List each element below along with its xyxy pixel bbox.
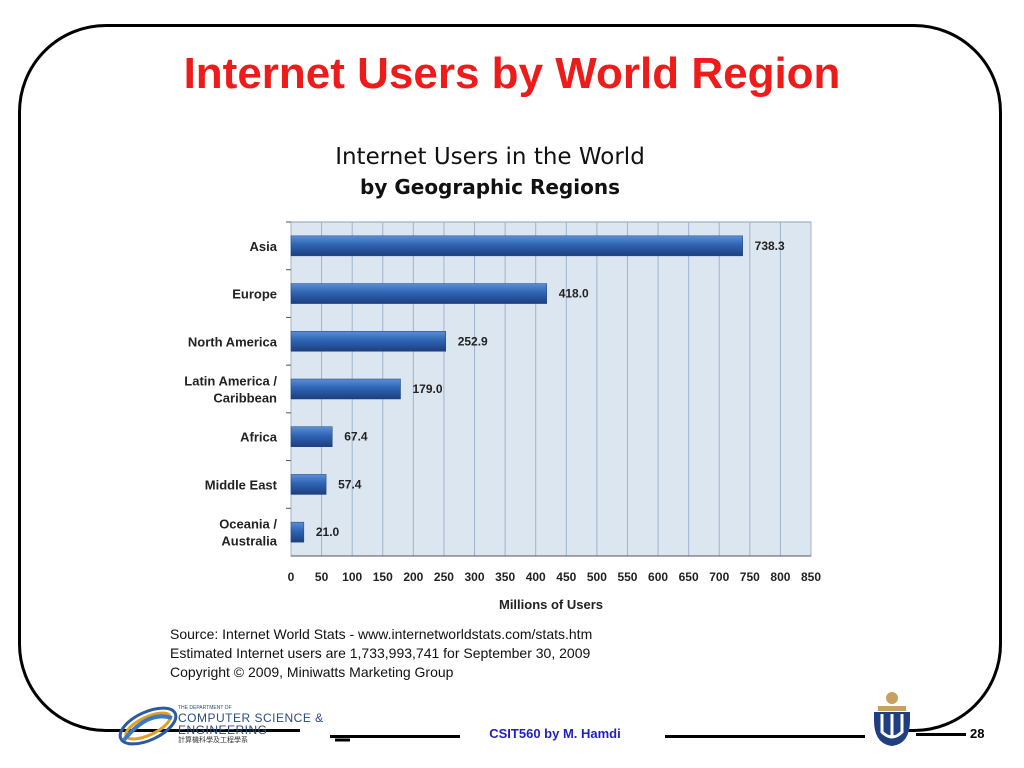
- source-line: Source: Internet World Stats - www.inter…: [170, 626, 593, 642]
- dept-line-2: COMPUTER SCIENCE &: [178, 711, 324, 725]
- data-label: 738.3: [755, 239, 785, 253]
- bar: [290, 235, 743, 257]
- chart-title-block: Internet Users in the World by Geographi…: [180, 142, 800, 202]
- bar: [290, 474, 327, 495]
- category-label: North America: [188, 334, 278, 349]
- x-tick-label: 200: [403, 570, 423, 584]
- university-logo-icon: [874, 692, 910, 746]
- footer-author: CSIT560 by M. Hamdi: [489, 726, 621, 741]
- x-axis-title: Millions of Users: [499, 597, 603, 612]
- x-tick-label: 500: [587, 570, 607, 584]
- source-note: Source: Internet World Stats - www.inter…: [170, 625, 592, 682]
- x-tick-label: 300: [465, 570, 485, 584]
- chart-title: Internet Users in the World: [335, 144, 645, 170]
- frame-gap: [300, 728, 880, 736]
- x-tick-label: 350: [495, 570, 515, 584]
- x-tick-label: 150: [373, 570, 393, 584]
- x-tick-label: 600: [648, 570, 668, 584]
- data-label: 252.9: [458, 334, 488, 348]
- data-label: 418.0: [559, 287, 589, 301]
- footer-rule-end: [916, 733, 966, 736]
- page-number: 28: [970, 726, 985, 741]
- category-label: Africa: [240, 430, 278, 445]
- bar: [290, 521, 305, 543]
- dept-line-4: 計算機科學及工程學系: [178, 737, 248, 744]
- footer-rule-right: [665, 735, 865, 738]
- estimate-line: Estimated Internet users are 1,733,993,7…: [170, 645, 591, 661]
- x-tick-label: 650: [679, 570, 699, 584]
- dept-line-3: ENGINEERING: [178, 723, 268, 737]
- x-tick-label: 550: [617, 570, 637, 584]
- category-label: Asia: [250, 239, 278, 254]
- department-name: THE DEPARTMENT OF COMPUTER SCIENCE & ENG…: [178, 705, 324, 746]
- footer-rule-left: [330, 735, 460, 738]
- x-tick-label: 0: [288, 570, 295, 584]
- category-label: Europe: [232, 287, 277, 302]
- bar: [290, 283, 547, 304]
- data-label: 57.4: [338, 477, 362, 491]
- department-logo-icon: [118, 706, 350, 746]
- bar: [290, 426, 333, 447]
- x-tick-label: 100: [342, 570, 362, 584]
- bar: [290, 331, 446, 352]
- data-label: 21.0: [316, 525, 340, 539]
- x-tick-label: 700: [709, 570, 729, 584]
- category-label: Australia: [221, 534, 277, 549]
- x-tick-label: 800: [770, 570, 790, 584]
- category-label: Latin America /: [184, 374, 277, 389]
- data-label: 67.4: [344, 430, 368, 444]
- dept-line-1: THE DEPARTMENT OF: [178, 705, 232, 711]
- x-tick-label: 400: [526, 570, 546, 584]
- category-label: Middle East: [205, 477, 278, 492]
- data-label: 179.0: [413, 382, 443, 396]
- category-label: Caribbean: [213, 391, 277, 406]
- x-tick-label: 750: [740, 570, 760, 584]
- x-tick-label: 250: [434, 570, 454, 584]
- x-tick-label: 850: [801, 570, 821, 584]
- x-tick-label: 50: [315, 570, 329, 584]
- chart-subtitle: by Geographic Regions: [360, 175, 620, 199]
- slide-title: Internet Users by World Region: [183, 49, 841, 98]
- category-label: Oceania /: [219, 517, 277, 532]
- bar: [290, 378, 401, 400]
- copyright-line: Copyright © 2009, Miniwatts Marketing Gr…: [170, 664, 454, 680]
- x-tick-label: 450: [556, 570, 576, 584]
